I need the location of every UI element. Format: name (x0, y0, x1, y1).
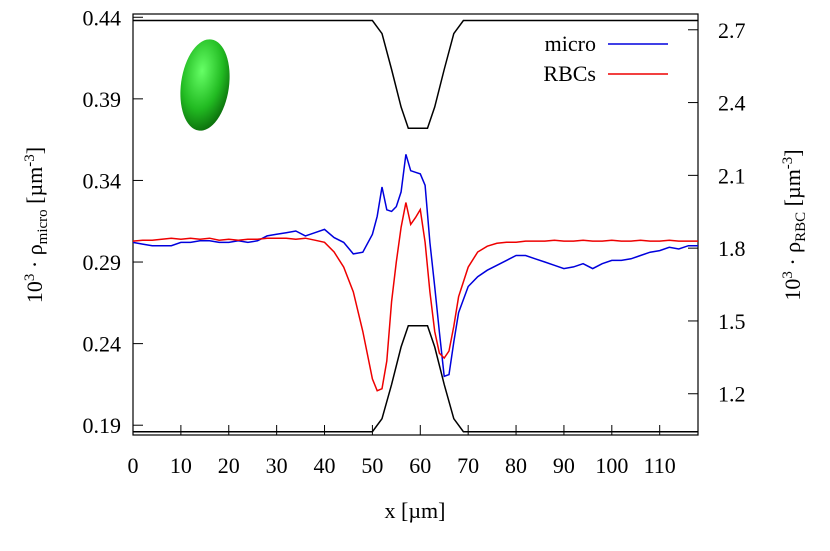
y-tick-label: 0.24 (83, 332, 122, 357)
y-tick-label: 0.34 (83, 168, 122, 193)
rbc-icon (180, 39, 230, 131)
channel-wall (133, 324, 698, 433)
legend-label: RBCs (543, 61, 596, 86)
plot-frame (132, 13, 699, 436)
y-tick-label: 0.19 (83, 413, 122, 438)
x-tick-label: 10 (170, 453, 192, 478)
channel-wall (133, 19, 698, 129)
y-tick-label: 0.44 (83, 5, 122, 30)
x-tick-label: 70 (457, 453, 479, 478)
y2-tick-label: 2.1 (718, 163, 746, 188)
x-tick-label: 60 (409, 453, 431, 478)
x-tick-label: 0 (128, 453, 139, 478)
series-line (132, 154, 698, 378)
x-tick-label: 110 (644, 453, 676, 478)
y2-tick-label: 1.5 (718, 309, 746, 334)
x-tick-label: 50 (361, 453, 383, 478)
y2-tick-label: 2.7 (718, 18, 746, 43)
y2-tick-label: 1.8 (718, 236, 746, 261)
y2-tick-label: 2.4 (718, 91, 746, 116)
x-tick-label: 90 (553, 453, 575, 478)
x-tick-label: 100 (595, 453, 628, 478)
series-line (132, 202, 698, 392)
y2-tick-label: 1.2 (718, 382, 746, 407)
x-axis-label: x [µm] (385, 498, 446, 523)
y-axis-label: 103 · ρmicro [µm-3] (22, 147, 51, 303)
x-tick-label: 30 (266, 453, 288, 478)
x-tick-label: 20 (218, 453, 240, 478)
y2-axis-label: 103 · ρRBC [µm-3] (780, 149, 809, 300)
y-tick-label: 0.29 (83, 250, 122, 275)
legend-label: micro (545, 31, 596, 56)
y-tick-label: 0.39 (83, 87, 122, 112)
x-tick-label: 40 (314, 453, 336, 478)
x-tick-label: 80 (505, 453, 527, 478)
